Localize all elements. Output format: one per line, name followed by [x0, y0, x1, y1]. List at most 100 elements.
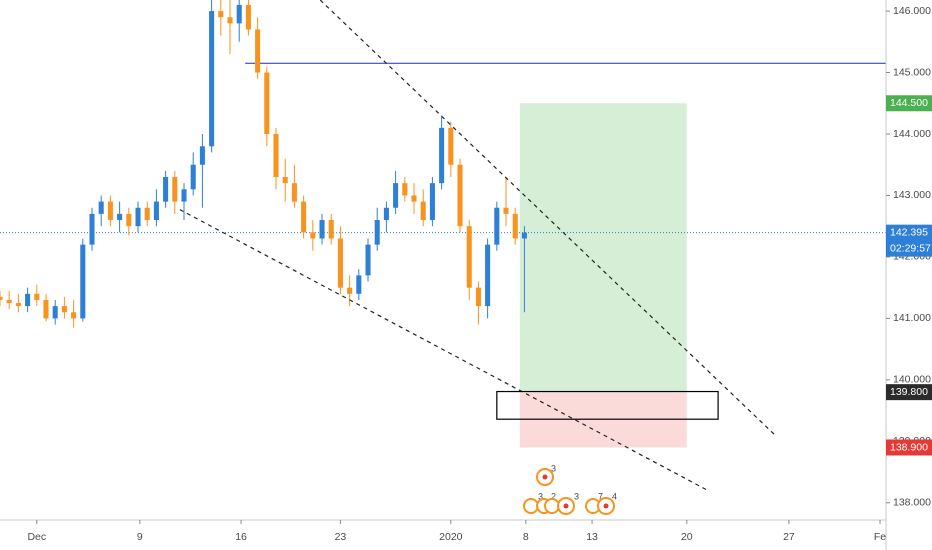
event-count: 3 — [538, 491, 543, 501]
x-tick-label: 20 — [681, 531, 693, 543]
candle-body — [494, 207, 500, 245]
candle-body — [144, 207, 150, 221]
candle-body — [89, 213, 95, 245]
candle-body — [199, 146, 205, 165]
x-tick-label: 13 — [586, 531, 598, 543]
candle-body — [0, 296, 3, 300]
event-count: 2 — [551, 491, 556, 501]
candle-body — [374, 220, 380, 245]
event-dot — [563, 503, 569, 509]
candle-body — [126, 213, 132, 227]
zone-box — [496, 390, 719, 420]
candle-body — [429, 183, 435, 221]
candle-body — [61, 306, 67, 313]
candle-body — [209, 11, 215, 147]
candle-body — [356, 275, 362, 294]
stop-tag-label: 138.900 — [890, 441, 928, 453]
event-count: 3 — [551, 463, 556, 473]
candle-body — [485, 244, 491, 307]
candle-body — [71, 312, 77, 319]
event-icon — [544, 498, 560, 514]
x-tick-label: 27 — [783, 531, 795, 543]
x-tick-label: 16 — [235, 531, 247, 543]
candle-body — [282, 177, 288, 184]
event-icon — [523, 498, 539, 514]
candle-body — [98, 201, 104, 214]
entry-tag — [886, 384, 932, 401]
y-tick-label: 143.000 — [893, 189, 931, 201]
candle-body — [402, 183, 408, 196]
x-tick-label: 23 — [335, 531, 347, 543]
candle-body — [25, 293, 31, 307]
candle-body — [411, 195, 417, 202]
candle-body — [190, 164, 196, 190]
candle-body — [393, 183, 399, 208]
profit-zone — [519, 103, 687, 393]
candle-body — [153, 201, 159, 221]
candle-body — [466, 226, 472, 288]
candle-body — [439, 127, 445, 184]
event-dot — [542, 474, 548, 480]
candle-body — [521, 232, 527, 239]
x-tick-label: 2020 — [439, 531, 463, 543]
x-tick-label: Dec — [27, 531, 46, 543]
candle-body — [383, 207, 389, 221]
candle-body — [163, 177, 169, 202]
candle-body — [218, 11, 224, 18]
candle-body — [310, 232, 316, 239]
candle-body — [448, 127, 454, 165]
candle-body — [117, 213, 123, 221]
candle-body — [43, 299, 49, 319]
event-count: 4 — [612, 491, 617, 501]
candle-body — [245, 4, 251, 30]
candle-body — [135, 207, 141, 227]
candle-body — [512, 213, 518, 239]
candle-body — [365, 244, 371, 276]
candle-body — [34, 293, 40, 300]
candle-body — [328, 220, 334, 239]
x-tick-label: 9 — [137, 531, 143, 543]
candle-body — [181, 189, 187, 202]
trendline — [319, 0, 776, 436]
countdown: 02:29:57 — [890, 242, 931, 254]
candle-body — [6, 299, 12, 304]
candle-body — [457, 164, 463, 227]
y-tick-label: 144.000 — [893, 128, 931, 140]
event-icons: 3 3 2 3 7 4 — [523, 463, 617, 515]
candle-body — [273, 133, 279, 178]
event-count: 3 — [574, 491, 579, 501]
candle-body — [291, 183, 297, 202]
candle-body — [347, 287, 353, 294]
candle-body — [264, 72, 270, 134]
entry-tag-label: 139.800 — [890, 386, 928, 398]
candle-body — [80, 244, 86, 319]
target-tag — [886, 95, 932, 112]
stop-tag — [886, 439, 932, 456]
candle-body — [227, 17, 233, 24]
candle-body — [319, 220, 325, 239]
y-tick-label: 141.000 — [893, 312, 931, 324]
y-tick-label: 146.000 — [893, 5, 931, 17]
candle-body — [420, 201, 426, 221]
last-price-tag-label: 142.395 — [890, 226, 928, 238]
candle-body — [503, 207, 509, 214]
target-tag-label: 144.500 — [890, 97, 928, 109]
loss-zone — [519, 392, 687, 448]
trendline — [179, 209, 709, 492]
y-tick-label: 140.000 — [893, 374, 931, 386]
candle-body — [52, 306, 58, 319]
event-count: 7 — [598, 491, 603, 501]
event-dot — [603, 503, 609, 509]
candle-body — [301, 201, 307, 233]
y-tick-label: 145.000 — [893, 66, 931, 78]
x-tick-label: Fe — [874, 531, 886, 543]
candle-body — [255, 29, 261, 73]
candle-body — [475, 287, 481, 307]
y-tick-label: 138.000 — [893, 497, 931, 509]
candle-body — [236, 4, 242, 24]
x-tick-label: 8 — [523, 531, 529, 543]
candle-body — [107, 201, 113, 221]
candle-body — [15, 303, 21, 307]
